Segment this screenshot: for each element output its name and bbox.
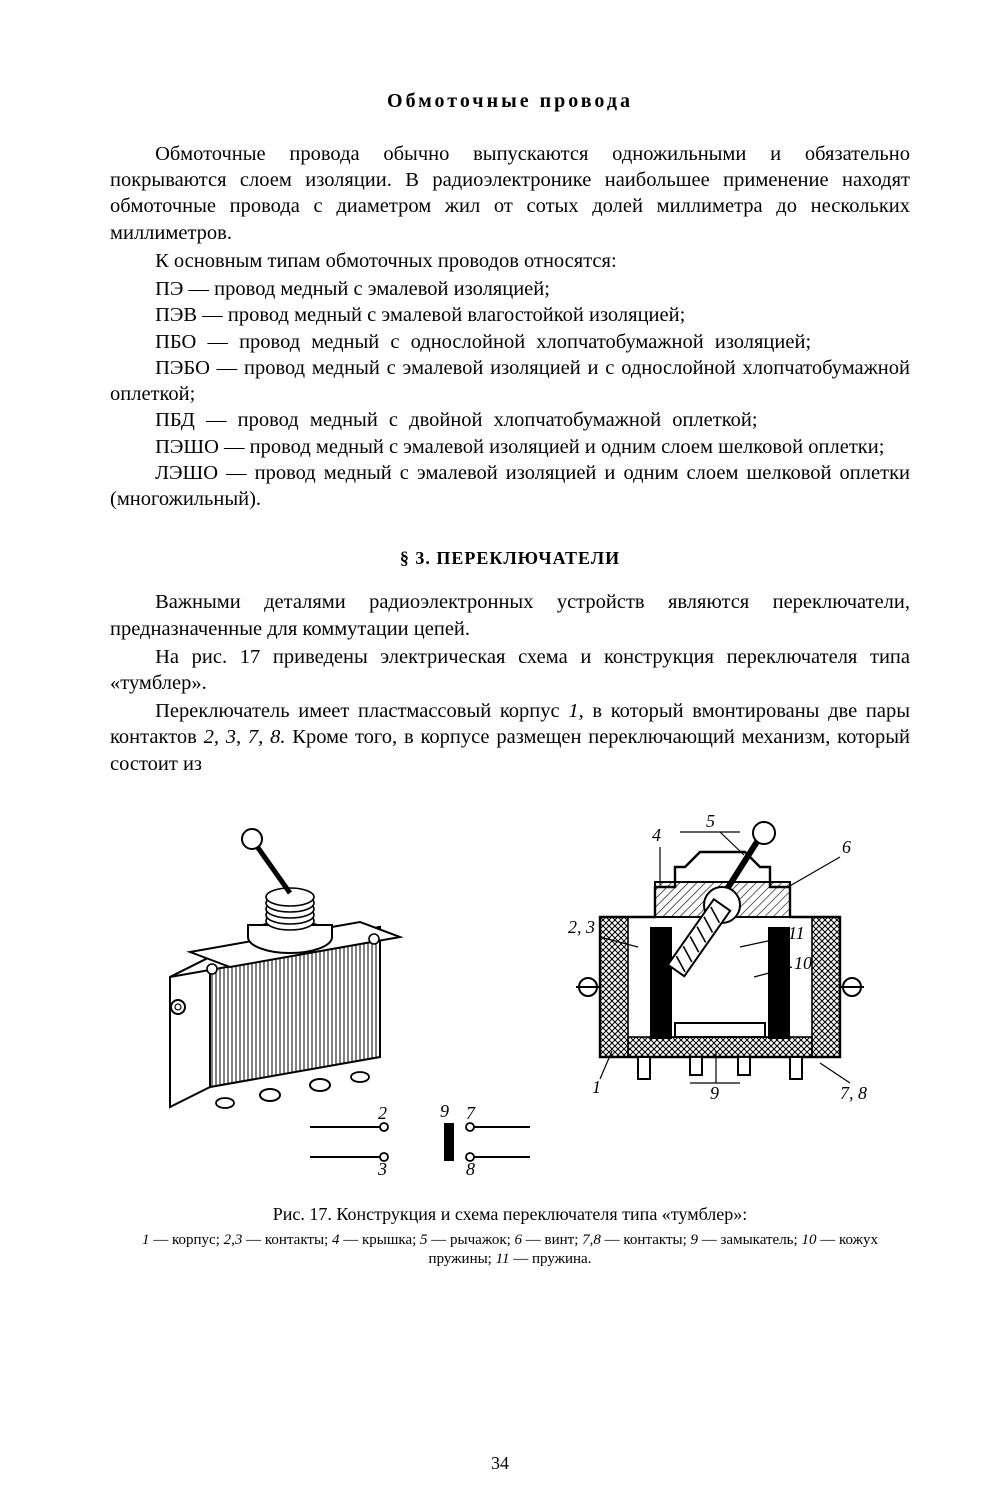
wire-type-def: ПБО — провод медный с однослойной хлопча… — [110, 329, 910, 355]
legend-text: — замыкатель; — [698, 1232, 801, 1248]
figure-caption: Рис. 17. Конструкция и схема переключате… — [110, 1204, 910, 1225]
callout-10: 10 — [794, 953, 812, 973]
page-number: 34 — [0, 1453, 1000, 1474]
figure-17: 4 5 6 2, 3 11 10 — [110, 807, 910, 1269]
text-run: Переключатель имеет пластмассовый корпус — [155, 700, 568, 722]
tumbler-3d-view — [170, 829, 400, 1108]
legend-text: — пружина. — [509, 1251, 591, 1267]
legend-num: 11 — [496, 1251, 510, 1267]
legend-text: — корпус; — [150, 1232, 224, 1248]
legend-text: — контакты; — [601, 1232, 691, 1248]
tumbler-cross-section: 4 5 6 2, 3 11 10 — [568, 811, 867, 1103]
callout-11: 11 — [788, 923, 805, 943]
schematic-9: 9 — [440, 1101, 449, 1121]
legend-text: — крышка; — [339, 1232, 420, 1248]
wire-type-def: ПЭ — провод медный с эмалевой изоляцией; — [110, 276, 910, 302]
wire-type-def: ПЭВ — провод медный с эмалевой влагостой… — [110, 302, 910, 328]
schematic-7: 7 — [466, 1103, 476, 1123]
body-paragraph: К основным типам обмоточных проводов отн… — [110, 248, 910, 274]
callout-1: 1 — [592, 1077, 601, 1097]
body-paragraph: На рис. 17 приведены электрическая схема… — [110, 644, 910, 696]
legend-num: 5 — [420, 1232, 428, 1248]
callout-number: 1 — [568, 700, 578, 722]
page: Обмоточные провода Обмоточные провода об… — [0, 0, 1000, 1500]
legend-num: 1 — [142, 1232, 150, 1248]
legend-text: — рычажок; — [428, 1232, 515, 1248]
legend-text: — винт; — [522, 1232, 582, 1248]
callout-7-8: 7, 8 — [840, 1083, 867, 1103]
callout-6: 6 — [842, 837, 851, 857]
figure-legend: 1 — корпус; 2,3 — контакты; 4 — крышка; … — [110, 1231, 910, 1269]
tumbler-schematic: 2 3 7 8 9 — [310, 1101, 530, 1179]
wire-type-def: ПБД — провод медный с двойной хлопчатобу… — [110, 407, 910, 433]
legend-num: 6 — [515, 1232, 523, 1248]
legend-text: — контакты; — [242, 1232, 332, 1248]
body-paragraph: Важными деталями радиоэлектронных устрой… — [110, 589, 910, 641]
body-paragraph: Обмоточные провода обычно выпускаются од… — [110, 141, 910, 246]
legend-num: 7,8 — [582, 1232, 601, 1248]
section-title: Обмоточные провода — [110, 90, 910, 113]
wire-type-def: ЛЭШО — провод медный с эмалевой изоляцие… — [110, 460, 910, 512]
callout-5: 5 — [706, 811, 715, 831]
legend-num: 10 — [801, 1232, 816, 1248]
schematic-8: 8 — [466, 1159, 475, 1179]
subsection-title: § 3. ПЕРЕКЛЮЧАТЕЛИ — [110, 548, 910, 569]
wire-type-def: ПЭШО — провод медный с эмалевой изоляцие… — [110, 434, 910, 460]
wire-type-def: ПЭБО — провод медный с эмалевой изоляцие… — [110, 355, 910, 407]
schematic-2: 2 — [378, 1103, 387, 1123]
schematic-3: 3 — [377, 1159, 387, 1179]
callout-2-3: 2, 3 — [568, 917, 595, 937]
callout-number: 2, 3, 7, 8. — [204, 726, 286, 748]
figure-svg-wrap: 4 5 6 2, 3 11 10 — [110, 807, 910, 1192]
callout-4: 4 — [652, 825, 661, 845]
callout-9: 9 — [710, 1083, 719, 1103]
figure-17-svg: 4 5 6 2, 3 11 10 — [110, 807, 910, 1187]
body-paragraph: Переключатель имеет пластмассовый корпус… — [110, 698, 910, 777]
legend-num: 2,3 — [224, 1232, 243, 1248]
legend-num: 9 — [691, 1232, 699, 1248]
